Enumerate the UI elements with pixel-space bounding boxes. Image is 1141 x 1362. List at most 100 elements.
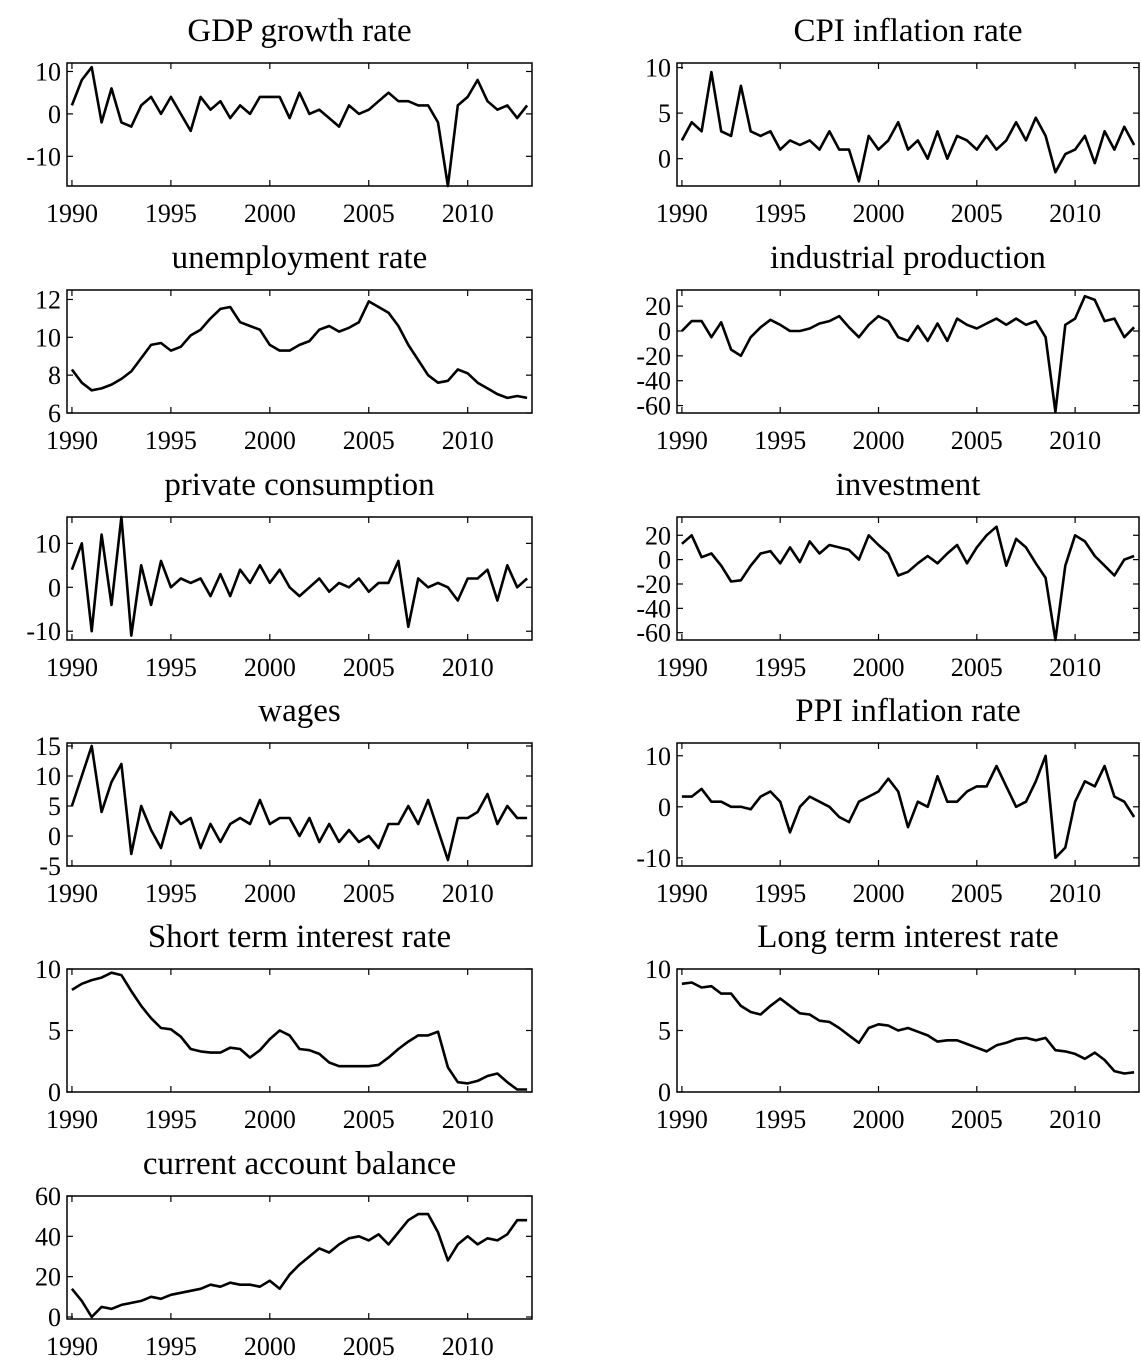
x-tick-label: 2010: [1049, 1105, 1101, 1134]
y-tick-label: 0: [48, 100, 61, 129]
x-tick-label: 2005: [343, 199, 395, 228]
panel-title: investment: [836, 467, 981, 503]
x-tick-label: 1995: [145, 1332, 197, 1361]
y-tick-label: 10: [35, 955, 61, 984]
x-tick-label: 2010: [442, 653, 494, 682]
series-line: [70, 300, 528, 400]
y-tick-label: 10: [645, 955, 671, 984]
plot-frame: [676, 62, 1140, 187]
y-tick-label: 10: [35, 529, 61, 558]
y-tick-label: 10: [35, 323, 61, 352]
plot-frame: [676, 742, 1140, 867]
y-tick-label: 20: [35, 1263, 61, 1292]
series-line: [680, 70, 1136, 183]
y-tick-label: -40: [636, 367, 671, 396]
x-tick-label: 2010: [442, 879, 494, 908]
x-tick-label: 1995: [754, 653, 806, 682]
x-tick-label: 1990: [46, 1332, 98, 1361]
x-tick-label: 2000: [244, 653, 296, 682]
x-tick-label: 2000: [244, 1105, 296, 1134]
x-tick-label: 2010: [442, 1105, 494, 1134]
x-tick-label: 1995: [754, 1105, 806, 1134]
y-tick-label: 60: [35, 1182, 61, 1211]
plot-frame: [676, 968, 1140, 1093]
y-tick-label: 0: [48, 573, 61, 602]
x-tick-label: 2005: [343, 653, 395, 682]
y-tick-label: -10: [26, 142, 61, 171]
x-tick-label: 1990: [656, 879, 708, 908]
x-tick-label: 1995: [145, 879, 197, 908]
y-tick-label: 12: [35, 285, 61, 314]
series-line: [70, 515, 528, 637]
y-tick-label: 0: [658, 317, 671, 346]
x-tick-label: 2005: [343, 879, 395, 908]
y-tick-label: 0: [48, 1078, 61, 1107]
y-tick-label: 10: [35, 57, 61, 86]
y-tick-label: 10: [645, 54, 671, 83]
x-tick-label: 2000: [244, 1332, 296, 1361]
x-tick-label: 2005: [951, 1105, 1003, 1134]
panel-title: Long term interest rate: [757, 919, 1058, 955]
series-line: [680, 294, 1136, 414]
y-tick-label: 20: [645, 521, 671, 550]
x-tick-label: 1990: [46, 653, 98, 682]
x-tick-label: 2010: [1049, 199, 1101, 228]
y-tick-label: 5: [48, 1017, 61, 1046]
panel-title: wages: [258, 693, 340, 729]
plot-frame: [66, 742, 533, 867]
x-tick-label: 2010: [1049, 426, 1101, 455]
y-tick-label: 20: [645, 292, 671, 321]
plot-frame: [676, 516, 1140, 641]
y-tick-label: 8: [48, 361, 61, 390]
x-tick-label: 1995: [145, 199, 197, 228]
x-tick-label: 2010: [1049, 653, 1101, 682]
y-tick-label: 15: [35, 732, 61, 761]
y-tick-label: 0: [658, 546, 671, 575]
x-tick-label: 1995: [145, 1105, 197, 1134]
x-tick-label: 1995: [145, 653, 197, 682]
x-tick-label: 2000: [853, 199, 905, 228]
y-tick-label: -60: [636, 619, 671, 648]
y-tick-label: 0: [658, 1078, 671, 1107]
x-tick-label: 2005: [343, 426, 395, 455]
panel-title: private consumption: [164, 467, 434, 503]
y-tick-label: -60: [636, 392, 671, 421]
x-tick-label: 1990: [656, 1105, 708, 1134]
series-line: [681, 981, 1135, 1075]
plot-frame: [66, 516, 533, 641]
x-tick-label: 2010: [442, 199, 494, 228]
y-tick-label: 0: [658, 793, 671, 822]
x-tick-label: 2000: [853, 879, 905, 908]
y-tick-label: -20: [636, 342, 671, 371]
panel-title: industrial production: [770, 240, 1046, 276]
x-tick-label: 1995: [754, 199, 806, 228]
y-tick-label: 0: [48, 1303, 61, 1332]
plot-frame: [66, 968, 533, 1093]
panel-title: current account balance: [143, 1146, 456, 1182]
x-tick-label: 2010: [442, 426, 494, 455]
x-tick-label: 1990: [46, 879, 98, 908]
y-tick-label: -40: [636, 594, 671, 623]
series-line: [681, 525, 1135, 642]
y-tick-label: 40: [35, 1222, 61, 1251]
x-tick-label: 1995: [754, 879, 806, 908]
x-tick-label: 2000: [244, 879, 296, 908]
x-tick-label: 2000: [853, 1105, 905, 1134]
y-tick-label: 0: [658, 145, 671, 174]
x-tick-label: 2005: [343, 1332, 395, 1361]
y-tick-label: -10: [636, 844, 671, 873]
y-tick-label: 5: [48, 792, 61, 821]
series-line: [70, 65, 529, 188]
x-tick-label: 2005: [951, 653, 1003, 682]
plot-frame: [66, 1195, 533, 1320]
x-tick-label: 2005: [951, 879, 1003, 908]
series-line: [71, 971, 528, 1091]
series-line: [681, 754, 1136, 860]
y-tick-label: -10: [26, 617, 61, 646]
x-tick-label: 1990: [46, 1105, 98, 1134]
y-tick-label: 6: [48, 399, 61, 428]
x-tick-label: 1990: [46, 199, 98, 228]
plot-frame: [676, 289, 1140, 414]
panel-title: unemployment rate: [172, 240, 428, 276]
